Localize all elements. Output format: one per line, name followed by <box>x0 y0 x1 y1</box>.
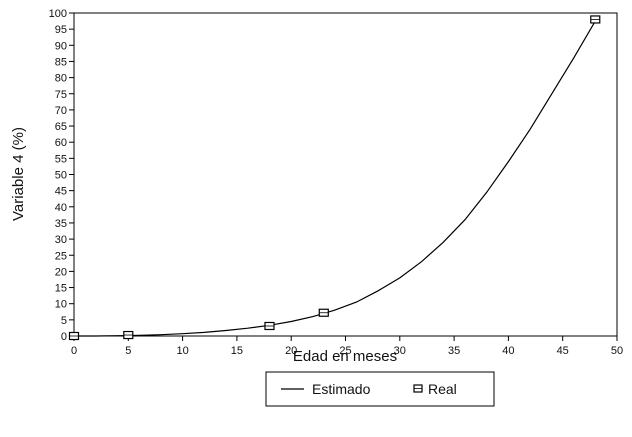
x-tick-label: 45 <box>557 345 569 357</box>
x-tick-label: 15 <box>231 345 243 357</box>
x-tick-label: 0 <box>71 345 77 357</box>
x-tick-label: 40 <box>502 345 514 357</box>
y-tick-label: 55 <box>55 153 67 165</box>
plot-frame <box>73 12 618 337</box>
data-point-real <box>590 15 601 24</box>
y-tick-label: 95 <box>55 24 67 36</box>
x-tick-label: 50 <box>611 345 623 357</box>
x-axis-label: Edad en meses <box>293 348 397 365</box>
legend-label-estimado: Estimado <box>312 381 371 397</box>
y-tick-label: 25 <box>55 250 67 262</box>
y-tick-label: 75 <box>55 89 67 101</box>
y-tick-label: 30 <box>55 234 67 246</box>
legend-marker-swatch <box>413 384 423 393</box>
legend-label-real: Real <box>428 381 457 397</box>
y-tick-label: 70 <box>55 105 67 117</box>
y-tick-label: 65 <box>55 121 67 133</box>
x-tick-label: 25 <box>339 345 351 357</box>
data-point-real <box>68 331 80 341</box>
y-tick-label: 10 <box>55 299 67 311</box>
x-tick-label: 20 <box>285 345 297 357</box>
y-tick-label: 20 <box>55 266 67 278</box>
y-axis: 0 5 10 15 20 25 30 35 40 45 50 55 60 65 70 75 80 85 90 95 10… <box>49 8 74 343</box>
y-tick-label: 35 <box>55 218 67 230</box>
y-axis-label: Variable 4 (%) <box>10 127 27 221</box>
y-tick-label: 50 <box>55 170 67 182</box>
data-point-real <box>123 330 134 340</box>
legend: Estimado Real <box>265 371 495 407</box>
x-tick-label: 35 <box>448 345 460 357</box>
y-tick-label: 85 <box>55 56 67 68</box>
series-line-estimado <box>74 20 596 337</box>
y-tick-label: 15 <box>55 283 67 295</box>
x-tick-label: 30 <box>394 345 406 357</box>
data-point-real <box>264 321 275 331</box>
y-tick-label: 60 <box>55 137 67 149</box>
y-tick-label: 80 <box>55 73 67 85</box>
data-point-real <box>318 308 329 317</box>
y-tick-label: 40 <box>55 202 67 214</box>
y-tick-label: 90 <box>55 40 67 52</box>
y-tick-label: 100 <box>49 8 67 20</box>
y-tick-label: 5 <box>61 315 67 327</box>
y-tick-label: 45 <box>55 186 67 198</box>
x-tick-label: 5 <box>125 345 131 357</box>
x-tick-label: 10 <box>176 345 188 357</box>
y-tick-label: 0 <box>61 331 67 343</box>
series-layer <box>68 15 601 341</box>
